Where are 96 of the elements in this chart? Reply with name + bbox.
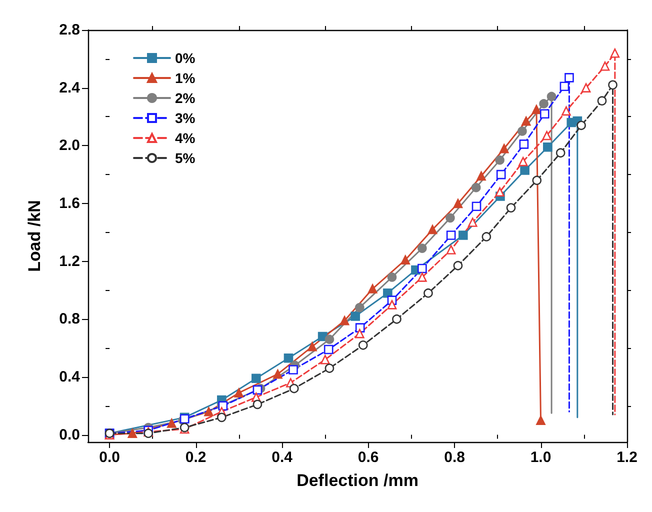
point: [536, 416, 546, 425]
y-tick-label: 0.4: [59, 368, 81, 386]
legend-label: 0%: [175, 50, 196, 66]
x-tick-label: 1.0: [530, 449, 552, 466]
point: [471, 182, 481, 192]
point: [521, 116, 531, 126]
point: [167, 418, 176, 428]
point: [576, 120, 586, 130]
point: [284, 354, 294, 363]
point: [350, 312, 360, 321]
point: [496, 170, 506, 180]
point: [252, 385, 262, 395]
point: [273, 369, 282, 379]
point: [468, 218, 478, 227]
point: [252, 374, 261, 384]
x-tick-label: 0.4: [272, 449, 294, 466]
point: [400, 255, 410, 265]
point: [543, 142, 552, 152]
point: [383, 288, 392, 298]
point: [532, 176, 542, 185]
y-tick-label: 1.2: [59, 252, 80, 270]
point: [204, 406, 214, 416]
y-tick-label: 0.0: [59, 426, 80, 444]
legend-label: 2%: [175, 90, 196, 106]
point: [518, 156, 528, 166]
y-tick-label: 1.6: [59, 194, 80, 212]
legend-label: 5%: [175, 150, 196, 166]
point: [144, 428, 154, 438]
x-tick-label: 0.2: [185, 449, 206, 466]
point: [520, 166, 530, 175]
point: [562, 106, 571, 116]
point: [540, 109, 550, 118]
point: [600, 61, 610, 71]
point: [546, 92, 556, 102]
y-axis-title: Load /kN: [25, 200, 44, 272]
point: [320, 354, 330, 364]
point: [288, 365, 298, 374]
point: [446, 245, 456, 254]
x-axis-title: Deflection /mm: [296, 471, 418, 490]
point: [532, 104, 542, 114]
point: [289, 384, 299, 394]
point: [564, 73, 574, 82]
point: [424, 288, 433, 298]
point: [556, 148, 566, 158]
point: [499, 144, 509, 154]
point: [324, 364, 334, 373]
point: [418, 272, 427, 282]
y-tick-label: 0.8: [59, 310, 80, 328]
point: [128, 428, 138, 438]
point: [495, 155, 504, 165]
point: [518, 126, 527, 136]
point: [387, 272, 397, 282]
point: [308, 342, 317, 352]
point: [482, 232, 492, 242]
point: [608, 80, 618, 90]
legend-label: 3%: [175, 110, 196, 126]
point: [355, 302, 364, 312]
point: [358, 340, 368, 350]
point: [542, 130, 552, 140]
point: [446, 230, 456, 240]
point: [217, 412, 226, 422]
x-tick-label: 0.6: [358, 449, 379, 466]
point: [453, 198, 463, 208]
y-tick-label: 2.4: [59, 79, 81, 96]
point: [392, 314, 402, 324]
point: [340, 316, 350, 326]
point: [234, 388, 244, 398]
x-tick-label: 0.0: [99, 449, 120, 466]
y-tick-label: 2.0: [59, 137, 80, 154]
point: [324, 334, 334, 344]
y-tick-label: 2.8: [59, 22, 80, 38]
point: [418, 244, 427, 253]
point: [418, 264, 427, 274]
point: [506, 203, 516, 212]
point: [368, 284, 378, 294]
point: [387, 300, 397, 310]
point: [252, 400, 262, 410]
point: [581, 83, 591, 92]
point: [453, 260, 463, 270]
legend-label: 4%: [175, 130, 196, 146]
point: [476, 171, 486, 181]
point: [560, 82, 570, 92]
point: [472, 202, 482, 212]
point: [458, 230, 468, 240]
x-tick-label: 0.8: [444, 449, 465, 466]
point: [428, 224, 438, 234]
point: [519, 140, 529, 149]
x-tick-label: 1.2: [616, 449, 638, 466]
point: [495, 187, 504, 197]
point: [324, 344, 334, 354]
legend-label: 1%: [175, 70, 196, 86]
point: [355, 328, 364, 338]
point: [597, 96, 607, 106]
point: [610, 48, 620, 58]
point: [446, 213, 455, 223]
point: [539, 99, 548, 108]
